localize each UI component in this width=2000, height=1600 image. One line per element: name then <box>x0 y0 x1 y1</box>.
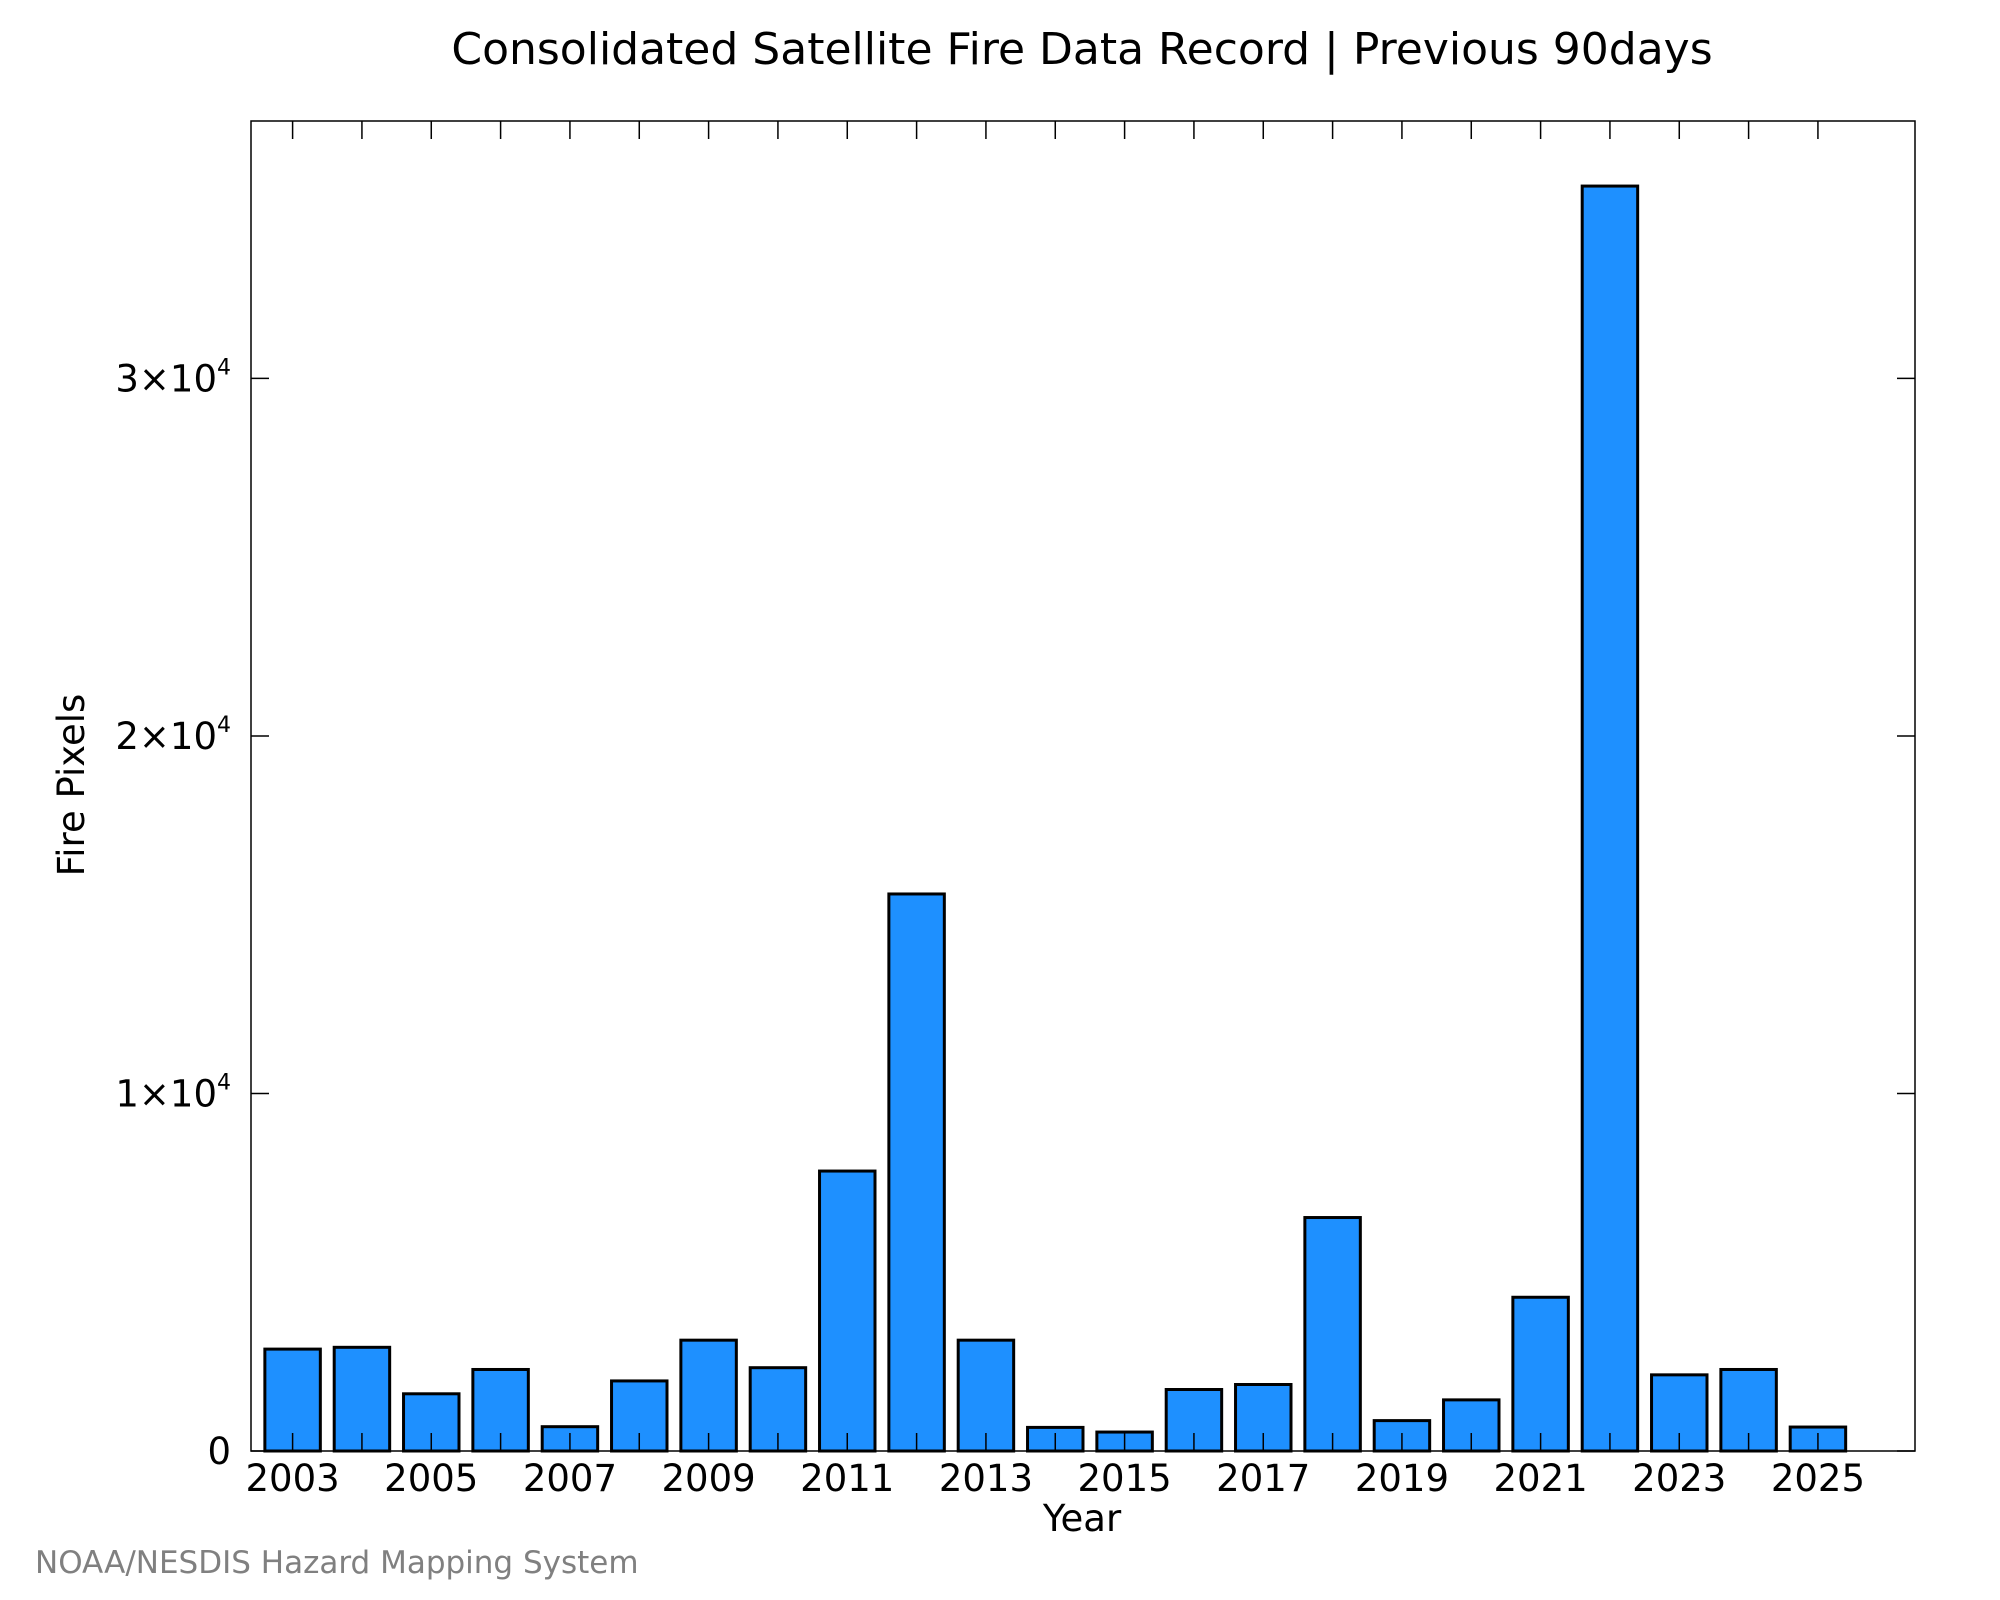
plot-frame <box>250 120 1916 1452</box>
source-credit: NOAA/NESDIS Hazard Mapping System <box>35 1545 639 1581</box>
x-tick-labels: 2003 2005 2007 2009 2011 2013 2015 2017 2019 2021… <box>246 1457 1866 1500</box>
y-tick-label-0: 0 <box>207 1430 231 1473</box>
bars-group <box>263 184 1848 1453</box>
x-tick-label-2005: 2005 <box>384 1457 478 1500</box>
bar-2011 <box>818 1169 877 1453</box>
x-tick-label-2011: 2011 <box>800 1457 894 1500</box>
x-tick-label-2009: 2009 <box>662 1457 756 1500</box>
x-tick-label-2021: 2021 <box>1494 1457 1588 1500</box>
y-axis-label: Fire Pixels <box>50 694 93 877</box>
x-axis-label: Year <box>1042 1497 1122 1540</box>
bar-2012 <box>887 892 946 1453</box>
bar-2021 <box>1511 1295 1570 1453</box>
x-tick-label-2003: 2003 <box>246 1457 340 1500</box>
x-tick-label-2007: 2007 <box>523 1457 617 1500</box>
x-tick-label-2013: 2013 <box>939 1457 1033 1500</box>
y-tick-labels: 0 1×104 2×104 3×104 <box>115 355 231 1473</box>
x-tick-label-2017: 2017 <box>1216 1457 1310 1500</box>
y-tick-label-10000: 1×104 <box>115 1070 231 1115</box>
ticks-group <box>251 121 1915 1452</box>
y-tick-label-30000: 3×104 <box>115 355 231 400</box>
bar-2022 <box>1580 184 1640 1453</box>
y-tick-label-20000: 2×104 <box>115 713 231 758</box>
chart-title: Consolidated Satellite Fire Data Record … <box>451 24 1712 75</box>
x-tick-label-2023: 2023 <box>1632 1457 1726 1500</box>
bar-2018 <box>1303 1216 1362 1453</box>
x-tick-label-2015: 2015 <box>1078 1457 1172 1500</box>
x-tick-label-2025: 2025 <box>1771 1457 1865 1500</box>
x-tick-label-2019: 2019 <box>1355 1457 1449 1500</box>
